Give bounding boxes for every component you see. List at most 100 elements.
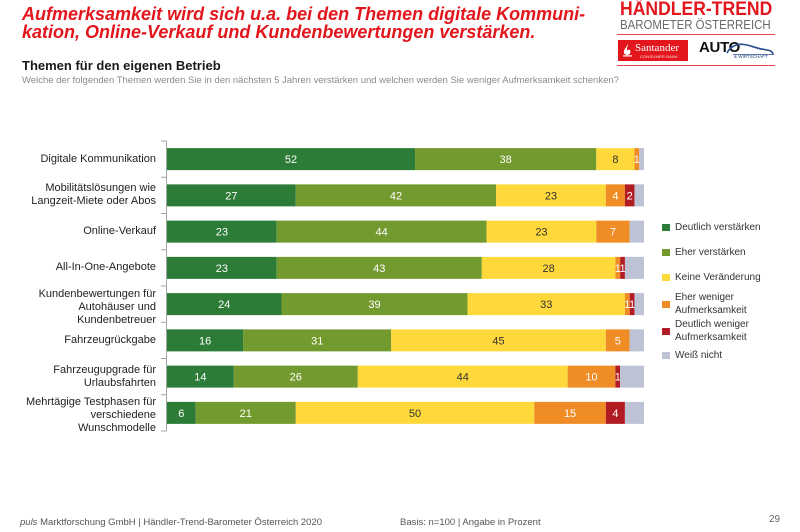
category-label: Online-Verkauf — [83, 225, 156, 238]
legend-item: Eher verstärken — [662, 246, 797, 259]
category-label-row: Digitale Kommunikation — [0, 141, 156, 177]
bar-value-label: 44 — [457, 372, 469, 384]
chart-title: Themen für den eigenen Betrieb — [22, 58, 221, 73]
footer-source: puls Marktforschung GmbH | Händler-Trend… — [20, 517, 322, 528]
legend-item: Eher weniger Aufmerksamkeit — [662, 291, 797, 317]
survey-question: Welche der folgenden Themen werden Sie i… — [22, 75, 619, 86]
bar-value-label: 1 — [624, 299, 630, 311]
category-label: All-In-One-Angebote — [55, 261, 156, 274]
logo-divider-bottom — [617, 65, 775, 66]
bar-segment — [634, 184, 644, 207]
bar-value-label: 33 — [540, 299, 552, 311]
legend-label: Eher weniger Aufmerksamkeit — [675, 292, 747, 316]
bar-value-label: 1 — [629, 299, 635, 311]
bar-value-label: 2 — [627, 190, 633, 202]
category-label-row: All-In-One-Angebote — [0, 250, 156, 286]
legend-label: Keine Veränderung — [675, 272, 761, 283]
bar-segment — [167, 184, 296, 207]
bar-value-label: 23 — [216, 227, 228, 239]
bar-row: 24 39 33 11 — [167, 293, 644, 316]
legend-label: Deutlich verstärken — [675, 222, 761, 233]
bar-value-label: 1 — [615, 263, 621, 275]
legend-label: Weiß nicht — [675, 350, 723, 361]
santander-logo: Santander CONSUMER BANK — [618, 40, 688, 61]
auto-wirtschaft-logo: AUTO & WIRTSCHAFT — [699, 40, 777, 62]
bar-value-label: 23 — [535, 227, 547, 239]
bar-value-label: 27 — [225, 190, 237, 202]
bar-value-label: 42 — [390, 190, 402, 202]
bar-segment — [295, 401, 535, 424]
legend-item: Weiß nicht — [662, 349, 797, 362]
auto-wordmark: AUTO — [699, 39, 741, 56]
category-label: Mobilitätslösungen wie Langzeit-Miete od… — [31, 182, 156, 208]
bar-value-label: 44 — [376, 227, 388, 239]
bar-value-label: 16 — [199, 335, 211, 347]
bar-value-label: 52 — [285, 154, 297, 166]
category-label-row: Mehrtägige Testphasen für verschiedene W… — [0, 396, 156, 435]
category-label: Fahrzeugrückgabe — [64, 333, 156, 346]
bar-segment — [624, 256, 644, 279]
bar-segment — [233, 365, 358, 388]
bar-row: 27 42 23 4 2 — [167, 184, 644, 207]
page-number: 29 — [769, 514, 781, 525]
legend-swatch — [662, 249, 670, 256]
bar-segment — [624, 401, 644, 424]
bar-value-label: 26 — [290, 372, 302, 384]
bar-value-label: 7 — [610, 227, 616, 239]
category-label: Digitale Kommunikation — [40, 152, 156, 165]
bar-row: 23 43 28 11 — [167, 256, 644, 279]
category-label-row: Fahrzeugupgrade für Urlaubsfahrten — [0, 359, 156, 395]
bar-segment — [624, 293, 630, 316]
legend-swatch — [662, 327, 670, 335]
bar-segment — [281, 293, 468, 316]
bar-segment — [167, 220, 277, 243]
bar-segment — [276, 220, 487, 243]
bar-value-label: 10 — [585, 372, 597, 384]
bar-segment — [496, 184, 606, 207]
bar-segment — [167, 256, 277, 279]
bar-segment — [167, 329, 244, 352]
bar-segment — [195, 401, 296, 424]
bar-value-label: 6 — [178, 408, 184, 420]
bar-segment — [615, 256, 621, 279]
bar-value-label: 43 — [373, 263, 385, 275]
bar-segment — [634, 148, 640, 171]
car-outline-icon — [726, 43, 774, 56]
bar-segment — [415, 148, 597, 171]
bar-row: 52 38 8 1 — [167, 148, 644, 171]
bar-segment — [596, 220, 630, 243]
category-label: Mehrtägige Testphasen für verschiedene W… — [25, 396, 156, 435]
bar-segment — [167, 365, 234, 388]
bar-value-label: 28 — [542, 263, 554, 275]
category-label: Kundenbewertungen für Autohäuser und Kun… — [38, 287, 156, 326]
bar-segment — [276, 256, 482, 279]
legend-swatch — [662, 300, 670, 308]
bar-value-label: 24 — [218, 299, 230, 311]
legend-label: Eher verstärken — [675, 247, 746, 258]
bar-segment — [295, 184, 497, 207]
category-label: Fahrzeugupgrade für Urlaubsfahrten — [53, 363, 156, 389]
bar-value-label: 1 — [615, 372, 621, 384]
bar-segment — [391, 329, 606, 352]
auto-subline: & WIRTSCHAFT — [734, 54, 768, 59]
bar-value-label: 4 — [612, 190, 618, 202]
category-label-row: Online-Verkauf — [0, 214, 156, 250]
bar-segment — [167, 148, 416, 171]
bar-value-label: 1 — [634, 154, 640, 166]
y-axis-ticks — [161, 140, 167, 432]
slide-title: Aufmerksamkeit wird sich u.a. bei den Th… — [22, 4, 586, 42]
bar-row: 16 31 45 5 — [167, 329, 644, 352]
bar-value-label: 5 — [615, 335, 621, 347]
bar-value-label: 45 — [492, 335, 504, 347]
bar-segment — [624, 184, 635, 207]
footer-basis: Basis: n=100 | Angabe in Prozent — [400, 517, 541, 528]
bar-value-label: 31 — [311, 335, 323, 347]
category-label-row: Kundenbewertungen für Autohäuser und Kun… — [0, 287, 156, 326]
bar-segment — [615, 365, 621, 388]
bar-segment — [629, 220, 644, 243]
legend-item: Deutlich weniger Aufmerksamkeit — [662, 318, 797, 344]
legend-item: Deutlich verstärken — [662, 221, 797, 234]
